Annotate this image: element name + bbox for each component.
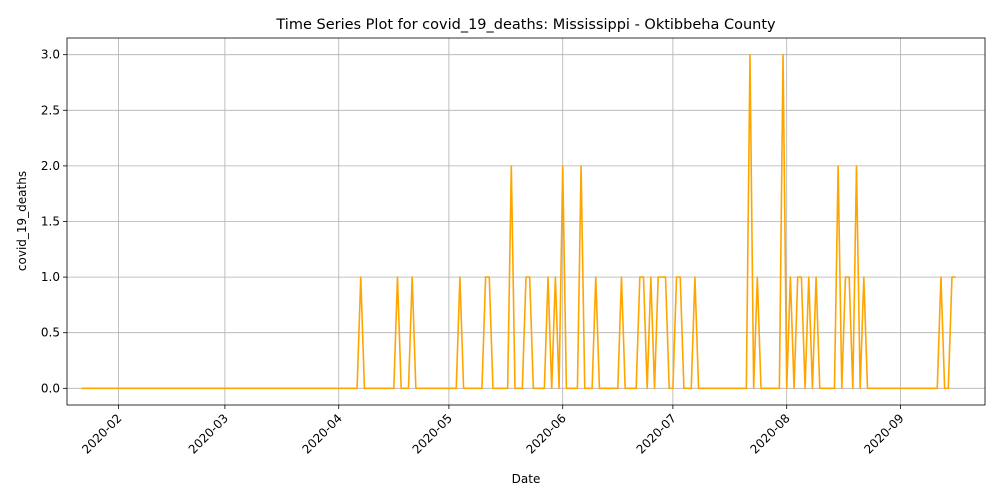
- grid-lines: [67, 38, 985, 405]
- y-tick-label: 0.5: [41, 326, 60, 340]
- x-axis-label: Date: [512, 472, 541, 486]
- y-tick-label: 0.0: [41, 381, 60, 395]
- y-tick-label: 2.0: [41, 159, 60, 173]
- y-axis-label: covid_19_deaths: [15, 171, 29, 271]
- y-tick-label: 2.5: [41, 103, 60, 117]
- series-layer: [81, 53, 956, 390]
- y-tick-label: 1.0: [41, 270, 60, 284]
- chart-title: Time Series Plot for covid_19_deaths: Mi…: [275, 17, 776, 33]
- y-axis-ticks: 0.0 0.5 1.0 1.5 2.0 2.5 3.0: [41, 48, 67, 395]
- series-line-covid-19-deaths: [81, 53, 956, 390]
- y-tick-label: 3.0: [41, 48, 60, 62]
- y-tick-label: 1.5: [41, 215, 60, 229]
